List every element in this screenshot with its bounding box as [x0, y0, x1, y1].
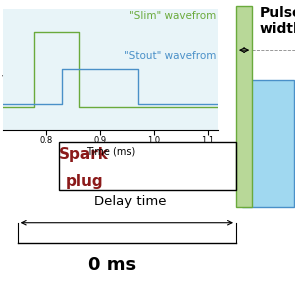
Text: "Stout" wavefrom: "Stout" wavefrom — [124, 51, 216, 61]
Bar — [242, 80, 294, 206]
Text: ve: ve — [1, 73, 13, 83]
Text: Pulse
width: Pulse width — [260, 6, 295, 36]
Bar — [236, 6, 252, 206]
Text: plug: plug — [65, 174, 103, 189]
Text: Spark: Spark — [59, 148, 109, 163]
Text: Delay time: Delay time — [94, 195, 166, 208]
Bar — [59, 142, 236, 190]
X-axis label: Time (ms): Time (ms) — [86, 146, 135, 156]
Text: 0 ms: 0 ms — [88, 256, 136, 274]
Text: "Slim" wavefrom: "Slim" wavefrom — [129, 11, 216, 21]
